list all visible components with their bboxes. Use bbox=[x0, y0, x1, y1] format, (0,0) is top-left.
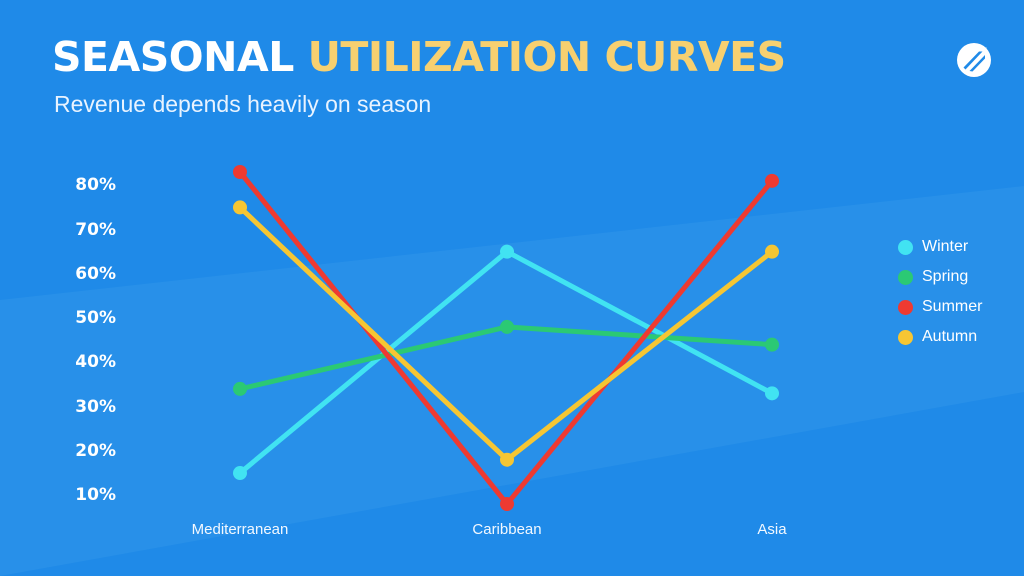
series-data-point[interactable] bbox=[233, 165, 247, 179]
legend-item-spring[interactable]: Spring bbox=[898, 262, 1024, 292]
x-axis-tick-label: Caribbean bbox=[472, 521, 542, 538]
y-axis-tick-label: 20% bbox=[75, 440, 116, 461]
legend-item-label: Winter bbox=[922, 238, 969, 255]
legend-swatch-icon bbox=[898, 269, 913, 285]
series-data-point[interactable] bbox=[233, 200, 247, 215]
chart-series-spring bbox=[233, 319, 779, 396]
legend-swatch-icon bbox=[898, 329, 913, 345]
y-axis-tick-label: 10% bbox=[75, 485, 116, 506]
x-axis-tick-label: Mediterranean bbox=[191, 521, 289, 538]
series-data-point[interactable] bbox=[500, 319, 514, 334]
y-axis-tick-label: 50% bbox=[75, 308, 116, 329]
series-data-point[interactable] bbox=[765, 244, 779, 259]
series-data-point[interactable] bbox=[500, 244, 514, 259]
series-data-point[interactable] bbox=[233, 466, 247, 481]
x-axis: Mediterranean Caribbean Asia bbox=[0, 521, 1024, 547]
x-axis-tick-label: Asia bbox=[757, 521, 787, 538]
legend-item-label: Summer bbox=[922, 298, 983, 315]
legend-swatch-icon bbox=[898, 239, 913, 255]
title-accent: UTILIZATION CURVES bbox=[307, 33, 787, 81]
legend-swatch-icon bbox=[898, 299, 913, 315]
series-data-point[interactable] bbox=[765, 386, 779, 401]
series-data-point[interactable] bbox=[500, 452, 514, 467]
legend-item-label: Spring bbox=[922, 268, 969, 285]
legend-item-summer[interactable]: Summer bbox=[898, 292, 1024, 322]
series-data-point[interactable] bbox=[233, 381, 247, 396]
y-axis-tick-label: 60% bbox=[75, 263, 116, 284]
chart-legend: Winter Spring Summer Autumn bbox=[898, 232, 1024, 352]
series-data-point[interactable] bbox=[765, 173, 779, 188]
slide-header: SEASONAL UTILIZATION CURVES Revenue depe… bbox=[52, 34, 872, 118]
chart-series-autumn bbox=[233, 200, 779, 467]
title-primary: SEASONAL bbox=[52, 33, 294, 81]
y-axis-tick-label: 70% bbox=[75, 219, 116, 240]
chart-series-summer bbox=[233, 165, 779, 511]
brand-logo-icon bbox=[957, 43, 991, 77]
series-data-point[interactable] bbox=[500, 497, 514, 511]
y-axis: 80% 70% 60% 50% 40% 30% 20% 10% bbox=[44, 0, 116, 576]
series-line bbox=[237, 324, 775, 392]
chart-series-winter bbox=[233, 244, 779, 481]
page-subtitle: Revenue depends heavily on season bbox=[54, 91, 432, 117]
y-axis-tick-label: 80% bbox=[75, 175, 116, 196]
series-data-point[interactable] bbox=[765, 337, 779, 352]
legend-item-winter[interactable]: Winter bbox=[898, 232, 1024, 262]
y-axis-tick-label: 40% bbox=[75, 352, 116, 373]
legend-item-label: Autumn bbox=[922, 328, 978, 345]
y-axis-tick-label: 30% bbox=[75, 396, 116, 417]
page-title: SEASONAL UTILIZATION CURVES bbox=[52, 34, 872, 80]
legend-item-autumn[interactable]: Autumn bbox=[898, 322, 1024, 352]
